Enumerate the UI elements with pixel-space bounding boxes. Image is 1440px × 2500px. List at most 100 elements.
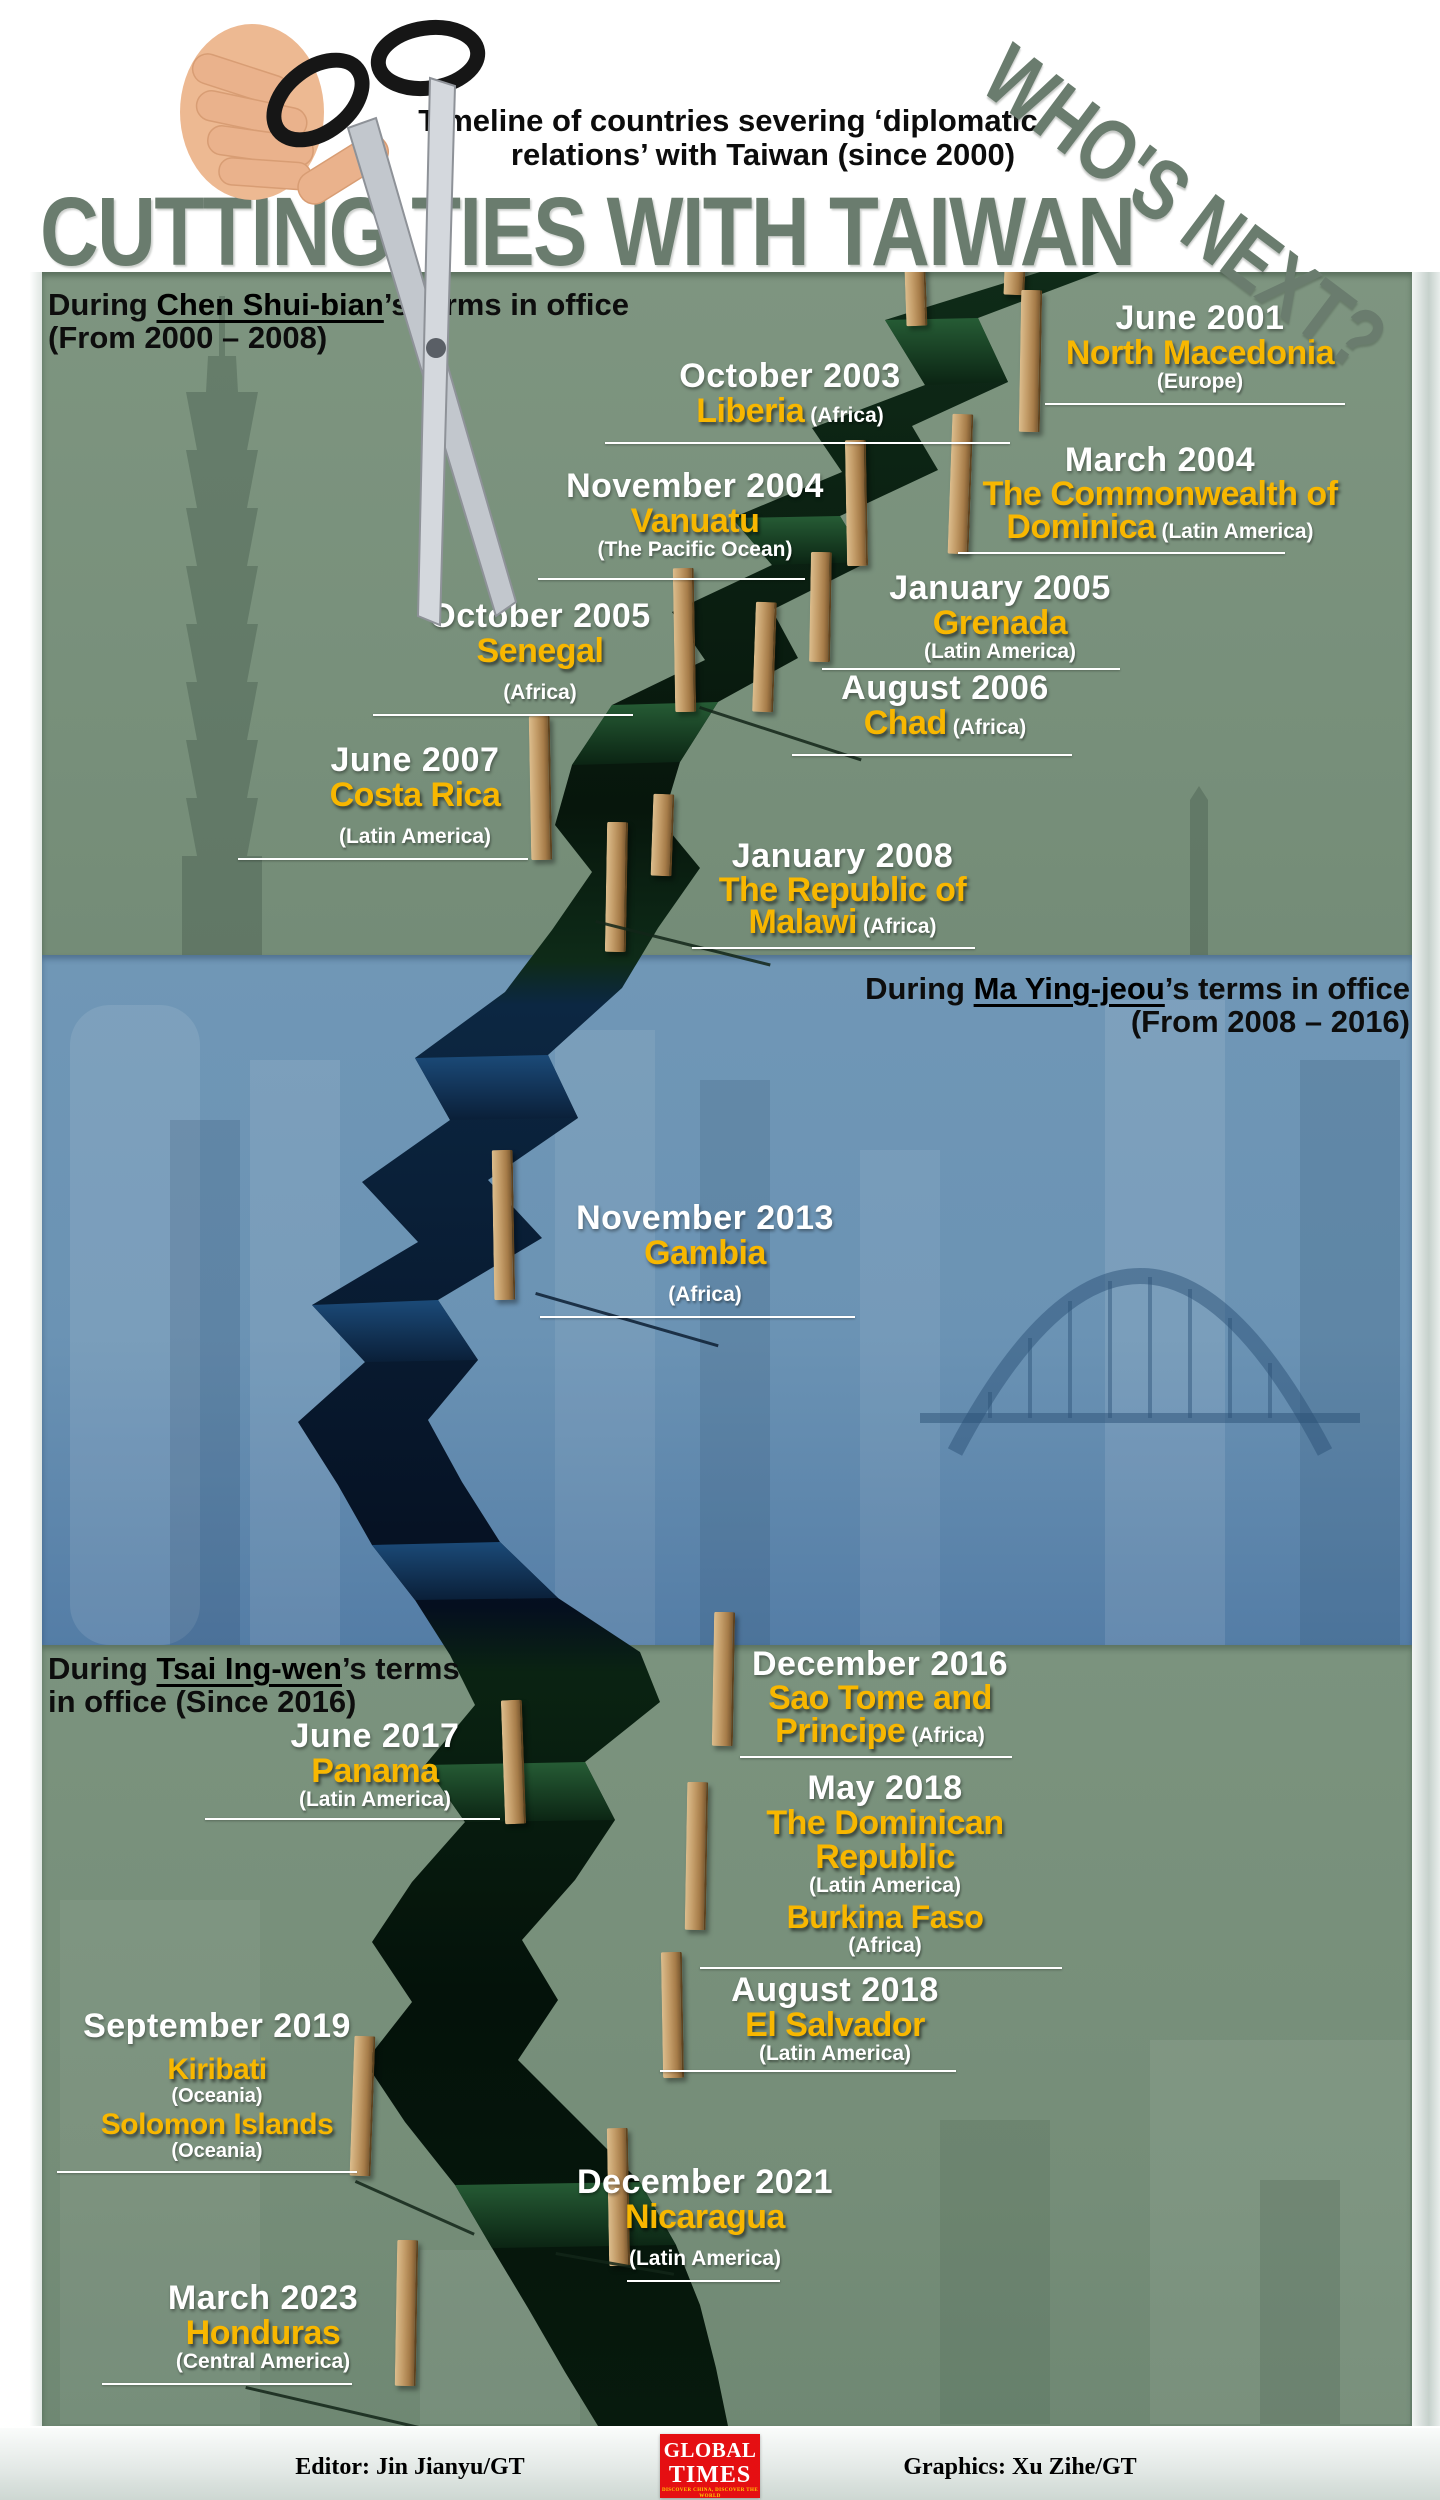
timeline-entry-dominica: March 2004 The Commonwealth of Dominica(… (950, 442, 1370, 554)
left-frame-edge (0, 272, 42, 2426)
entry-date: January 2008 (731, 837, 954, 875)
wooden-peg (1018, 289, 1043, 433)
entry-underline (700, 1967, 1062, 1969)
entry-region: (Latin America) (338, 825, 492, 848)
entry-region: (Latin America) (298, 1788, 452, 1811)
entry-country: Kiribati (167, 2053, 267, 2086)
entry-region: (The Pacific Ocean) (597, 538, 793, 561)
entry-underline (740, 1756, 1012, 1758)
subtitle-line1: Timeline of countries severing ‘diplomat… (418, 103, 1038, 138)
entry-date: November 2013 (576, 1199, 834, 1237)
timeline-entry-panama: June 2017 Panama (Latin America) (205, 1717, 525, 1820)
entry-date: August 2018 (731, 1971, 939, 2009)
entry-region: (Africa) (503, 681, 577, 704)
entry-country: The Dominican Republic (766, 1804, 1004, 1876)
entry-date: March 2023 (167, 2279, 359, 2317)
timeline-entry-costa-rica: June 2007 Costa Rica (Latin America) (238, 741, 575, 860)
entry-underline (57, 2171, 357, 2173)
entry-region: (Africa) (810, 404, 884, 427)
entry-date: June 2017 (290, 1717, 460, 1755)
entry-date: May 2018 (807, 1769, 963, 1807)
leader-name: Ma Ying-jeou (973, 971, 1165, 1006)
editor-credit: Editor: Jin Jianyu/GT (295, 2454, 525, 2480)
right-frame-edge (1412, 272, 1440, 2426)
leader-name: Tsai Ing-wen (156, 1651, 342, 1686)
graphics-credit: Graphics: Xu Zihe/GT (903, 2454, 1137, 2480)
timeline-entry-chad: August 2006 Chad (Africa) (790, 670, 1100, 756)
wooden-peg (752, 601, 777, 713)
entry-country: North Macedonia (1065, 334, 1335, 372)
entry-region-2: (Oceania) (171, 2140, 263, 2162)
timeline-entry-grenada: January 2005 Grenada (Latin America) (822, 569, 1170, 670)
entry-underline (373, 714, 633, 716)
entry-date: June 2007 (330, 741, 500, 779)
poster-title: CUTTING TIES WITH TAIWAN (40, 177, 1136, 286)
entry-underline (205, 1818, 500, 1820)
entry-country: Gambia (644, 1234, 766, 1272)
entry-region: (Latin America) (923, 640, 1077, 663)
entry-country: El Salvador (745, 2006, 925, 2044)
entry-region: (Africa) (911, 1724, 985, 1747)
logo-line2: TIMES (668, 2462, 752, 2488)
section-header-ma: During Ma Ying-jeou’s terms in office (F… (710, 972, 1410, 1038)
timeline-entry-malawi: January 2008 The Republic of Malawi (Afri… (692, 837, 985, 949)
entry-date: October 2005 (429, 597, 651, 635)
entry-country: Honduras (185, 2314, 341, 2352)
timeline-entry-honduras: March 2023 Honduras (Central America) (102, 2279, 408, 2385)
entry-region: (Latin America) (758, 2042, 912, 2065)
entry-date: January 2005 (889, 569, 1111, 607)
entry-date: October 2003 (679, 357, 901, 395)
section-header-line2: (From 2008 – 2016) (1130, 1004, 1410, 1039)
timeline-entry-north-macedonia: June 2001 North Macedonia (Europe) (1040, 300, 1360, 405)
entry-country: Sao Tome and Principe (Africa) (768, 1679, 992, 1750)
timeline-entry-dominican-republic-burkina-faso: May 2018 The Dominican Republic (Latin A… (695, 1770, 1075, 1969)
timeline-entry-nicaragua: December 2021 Nicaragua (Latin America) (555, 2164, 855, 2282)
poster-subtitle: Timeline of countries severing ‘diplomat… (400, 104, 1056, 172)
entry-region: (Africa) (862, 915, 937, 938)
timeline-entry-senegal: October 2005 Senegal (Africa) (373, 597, 700, 716)
poster-footer: Editor: Jin Jianyu/GT GLOBAL TIMES DISCO… (0, 2426, 1440, 2500)
entry-date: November 2004 (566, 467, 824, 505)
entry-underline (238, 858, 528, 860)
entry-country: Vanuatu (630, 502, 760, 540)
entry-country: The Republic of Malawi (Africa) (718, 871, 967, 941)
entry-region: (Europe) (1156, 370, 1244, 393)
section-header-tsai: During Tsai Ing-wen’s terms in office (S… (48, 1652, 548, 1718)
entry-underline (958, 552, 1285, 554)
global-times-logo: GLOBAL TIMES DISCOVER CHINA, DISCOVER TH… (660, 2434, 760, 2499)
entry-date: August 2006 (841, 669, 1049, 707)
entry-region: (Latin America) (628, 2247, 782, 2270)
entry-date: September 2019 (83, 2007, 351, 2045)
entry-country: Nicaragua (625, 2198, 785, 2236)
entry-country: Liberia (Africa) (696, 392, 884, 430)
entry-region: (Central America) (175, 2350, 351, 2373)
entry-date: December 2021 (576, 2163, 833, 2201)
entry-date: December 2016 (751, 1645, 1008, 1683)
timeline-entry-liberia: October 2003 Liberia (Africa) (605, 357, 1010, 444)
entry-underline (540, 1316, 855, 1318)
entry-country: Costa Rica (329, 776, 501, 814)
entry-country-2: Burkina Faso (786, 1899, 984, 1935)
entry-region: (Oceania) (171, 2085, 263, 2107)
entry-region: (Africa) (668, 1283, 742, 1306)
entry-country: Panama (311, 1752, 439, 1790)
wooden-peg (491, 1149, 516, 1301)
entry-underline (538, 578, 805, 580)
entry-country: Senegal (476, 632, 604, 670)
timeline-entry-kiribati-solomon-islands: September 2019 Kiribati (Oceania) Solomo… (57, 2007, 372, 2173)
section-header-line2: in office (Since 2016) (48, 1684, 357, 1719)
entry-underline (792, 754, 1072, 756)
entry-region-2: (Africa) (848, 1934, 922, 1957)
entry-underline (102, 2383, 352, 2385)
entry-country: Chad (Africa) (863, 704, 1027, 742)
wooden-peg (650, 793, 675, 877)
logo-line1: GLOBAL (663, 2438, 757, 2462)
entry-country-2: Solomon Islands (100, 2108, 334, 2141)
entry-underline (1045, 403, 1345, 405)
section-header-line1: During Ma Ying-jeou’s terms in office (865, 971, 1410, 1006)
section-header-line1: During Chen Shui-bian’s terms in office (48, 287, 630, 322)
wooden-peg (604, 821, 629, 953)
section-header-line1: During Tsai Ing-wen’s terms (48, 1651, 460, 1686)
entry-underline (692, 947, 975, 949)
